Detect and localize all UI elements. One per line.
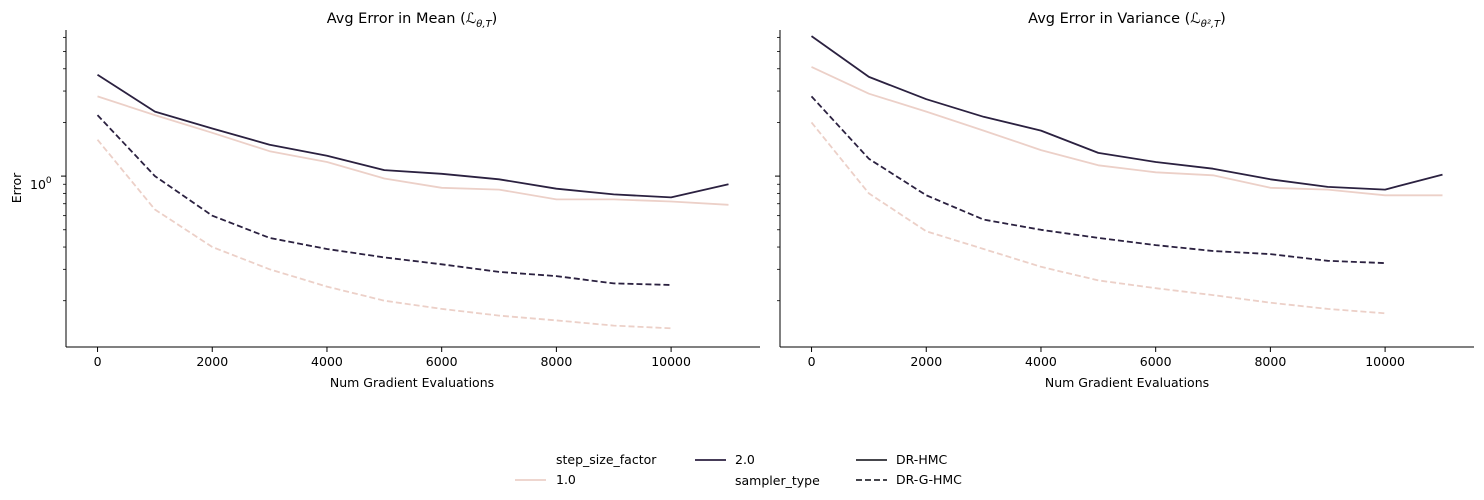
legend: step_size_factor 1.0 2.0 sampler_type DR…: [515, 452, 962, 488]
x-axis-label: Num Gradient Evaluations: [1045, 375, 1209, 390]
x-tick-label: 4000: [1025, 354, 1057, 369]
x-axis-label: Num Gradient Evaluations: [330, 375, 494, 390]
legend-label-dr-hmc: DR-HMC: [896, 452, 947, 467]
chart-title: Avg Error in Variance (ℒθ²,T): [1028, 11, 1226, 30]
x-ticks: 0 2000 4000 6000 8000 10000: [94, 347, 691, 369]
x-tick-label: 6000: [1140, 354, 1172, 369]
x-tick-label: 8000: [540, 354, 572, 369]
legend-title-step-size-factor: step_size_factor: [556, 452, 657, 467]
series-line-dr-g-hmc-step-1-0: [810, 121, 1386, 315]
series-lines: [810, 35, 1443, 315]
x-tick-label: 4000: [311, 354, 343, 369]
series-lines: [96, 74, 729, 330]
y-tick-label: 100: [30, 176, 52, 192]
x-ticks: 0 2000 4000 6000 8000 10000: [808, 347, 1405, 369]
x-tick-label: 10000: [651, 354, 691, 369]
series-line-dr-g-hmc-step-1-0: [96, 139, 672, 330]
legend-title-sampler-type: sampler_type: [735, 473, 820, 488]
series-line-dr-g-hmc-step-2-0: [810, 95, 1386, 264]
legend-label-dr-g-hmc: DR-G-HMC: [896, 472, 962, 487]
series-line-dr-hmc-step-2-0: [810, 35, 1443, 191]
legend-label-step-1: 1.0: [556, 472, 576, 487]
x-tick-label: 6000: [426, 354, 458, 369]
x-tick-label: 8000: [1254, 354, 1286, 369]
x-tick-label: 0: [808, 354, 816, 369]
series-line-dr-g-hmc-step-2-0: [96, 114, 672, 286]
x-tick-label: 10000: [1365, 354, 1405, 369]
x-tick-label: 2000: [910, 354, 942, 369]
series-line-dr-hmc-step-1-0: [97, 95, 729, 206]
chart-title: Avg Error in Mean (ℒθ,T): [327, 11, 498, 30]
y-ticks: [61, 36, 66, 302]
x-tick-label: 2000: [196, 354, 228, 369]
chart-panel-variance-error: Avg Error in Variance (ℒθ²,T) Num Gradie…: [775, 11, 1474, 390]
legend-label-step-2: 2.0: [735, 452, 755, 467]
series-line-dr-hmc-step-2-0: [97, 74, 729, 199]
chart-panel-mean-error: Avg Error in Mean (ℒθ,T) Num Gradient Ev…: [9, 11, 760, 390]
series-line-dr-hmc-step-1-0: [811, 66, 1443, 197]
y-axis-label: Error: [9, 172, 24, 203]
x-tick-label: 0: [94, 354, 102, 369]
y-ticks: [775, 36, 780, 302]
